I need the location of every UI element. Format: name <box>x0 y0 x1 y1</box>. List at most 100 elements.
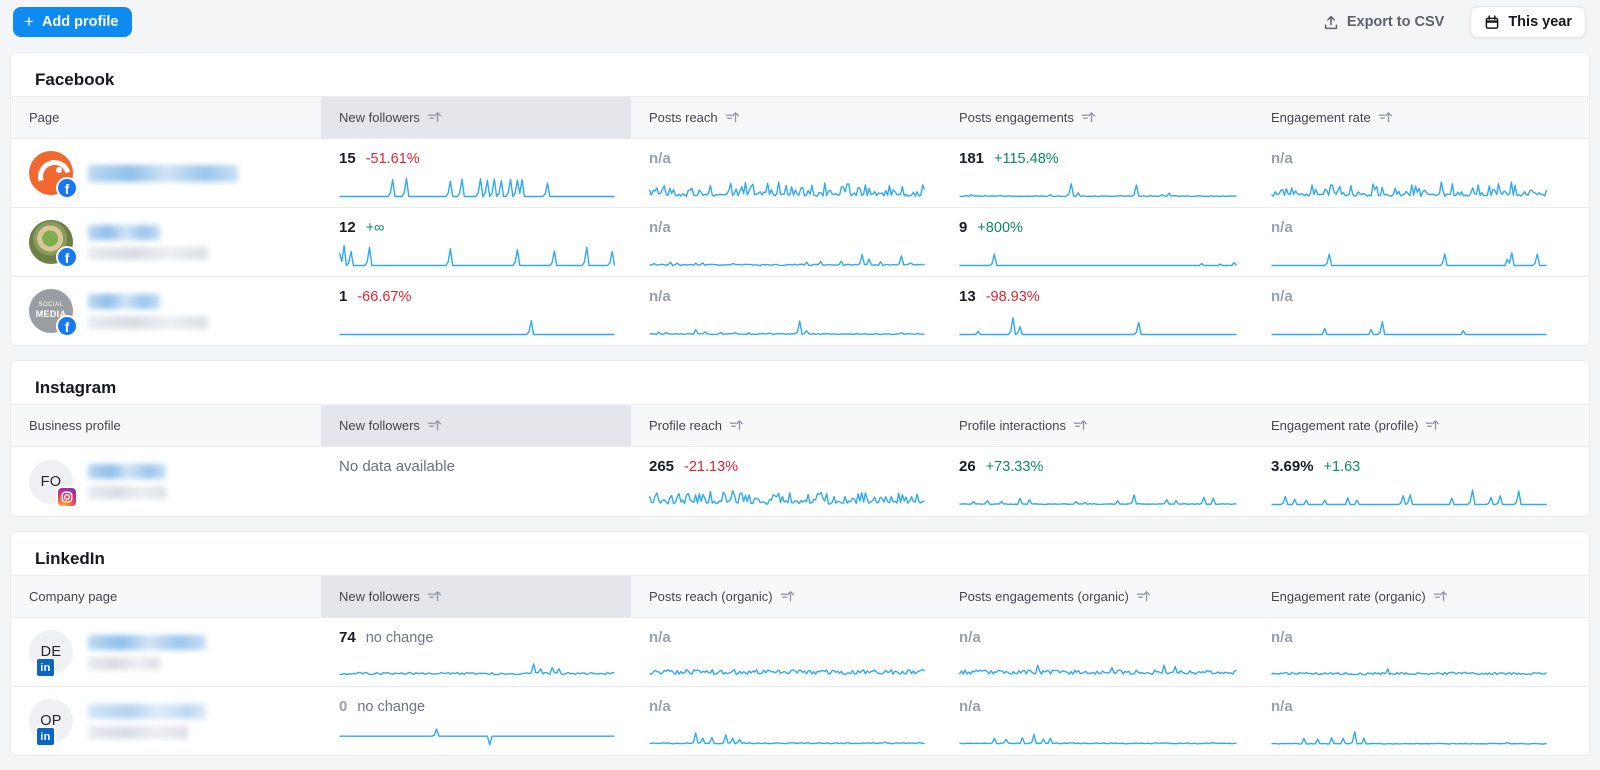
metric-value: 12 <box>339 219 356 236</box>
metric-cell: 26 +73.33% <box>941 447 1253 516</box>
sort-icon <box>725 112 739 123</box>
column-header-profile-interactions[interactable]: Profile interactions <box>941 405 1253 446</box>
metric-delta: +∞ <box>365 220 385 236</box>
facebook-table-header: Page New followers Posts reach Posts eng… <box>11 96 1589 138</box>
sparkline <box>1271 171 1547 199</box>
redacted-profile-name <box>88 703 206 739</box>
metric-value: n/a <box>959 629 981 646</box>
column-header-engagement-rate-organic[interactable]: Engagement rate (organic) <box>1253 576 1589 617</box>
sparkline <box>339 309 615 337</box>
sparkline <box>649 309 925 337</box>
export-icon <box>1324 15 1338 29</box>
column-header-engagement-rate-profile[interactable]: Engagement rate (profile) <box>1253 405 1589 446</box>
sparkline <box>339 650 615 678</box>
linkedin-badge-icon: in <box>35 726 56 747</box>
sort-icon <box>1136 591 1150 602</box>
metric-value: n/a <box>1271 629 1293 646</box>
sparkline <box>1271 240 1547 268</box>
metric-value: 265 <box>649 458 675 475</box>
metric-delta: +115.48% <box>994 151 1059 167</box>
metric-cell: 265 -21.13% <box>631 447 941 516</box>
date-range-label: This year <box>1508 14 1572 30</box>
avatar: DE in <box>29 630 73 678</box>
redacted-profile-name <box>88 224 208 260</box>
metric-value: n/a <box>649 219 671 236</box>
profile-cell[interactable]: f <box>11 139 321 207</box>
metric-cell: 0 no change <box>321 687 631 755</box>
column-header-new-followers[interactable]: New followers <box>321 576 631 617</box>
column-header-posts-reach[interactable]: Posts reach <box>631 97 941 138</box>
column-header-profile-reach[interactable]: Profile reach <box>631 405 941 446</box>
table-row: f 15 -51.61% n/a 181 +115.48% n/a <box>11 138 1589 207</box>
column-header-new-followers[interactable]: New followers <box>321 405 631 446</box>
sparkline <box>959 479 1237 507</box>
column-header-page: Page <box>29 110 60 125</box>
sparkline <box>649 479 925 507</box>
column-header-new-followers[interactable]: New followers <box>321 97 631 138</box>
column-header-business-profile: Business profile <box>29 418 121 433</box>
profile-cell[interactable]: OP in <box>11 687 321 755</box>
date-range-button[interactable]: This year <box>1470 6 1586 38</box>
sparkline <box>959 240 1237 268</box>
sparkline <box>1271 719 1547 747</box>
metric-cell: 12 +∞ <box>321 208 631 276</box>
metric-cell: n/a <box>631 687 941 755</box>
metric-delta: -21.13% <box>684 459 739 475</box>
sparkline <box>1271 650 1547 678</box>
calendar-icon <box>1485 14 1500 29</box>
sort-icon <box>427 420 442 431</box>
metric-value: 181 <box>959 150 985 167</box>
sort-icon <box>427 112 442 123</box>
table-row: DE in 74 no change n/a n/a n/a <box>11 617 1589 686</box>
metric-cell: n/a <box>1253 687 1589 755</box>
instagram-table-header: Business profile New followers Profile r… <box>11 404 1589 446</box>
sparkline <box>339 171 615 199</box>
linkedin-section: LinkedIn Company page New followers Post… <box>10 531 1590 756</box>
add-profile-button[interactable]: + Add profile <box>13 7 133 37</box>
metric-value: 3.69% <box>1271 458 1314 475</box>
metric-value: 1 <box>339 288 348 305</box>
metric-cell: n/a <box>631 208 941 276</box>
profile-cell[interactable]: DE in <box>11 618 321 686</box>
linkedin-table-header: Company page New followers Posts reach (… <box>11 575 1589 617</box>
profile-cell[interactable]: FO <box>11 447 321 516</box>
column-header-posts-reach-organic[interactable]: Posts reach (organic) <box>631 576 941 617</box>
profile-cell[interactable]: SOCIAL MEDIA f <box>11 277 321 345</box>
column-header-posts-engagements[interactable]: Posts engagements <box>941 97 1253 138</box>
metric-value: 9 <box>959 219 968 236</box>
metric-value: 0 <box>339 698 348 715</box>
column-header-posts-engagements-organic[interactable]: Posts engagements (organic) <box>941 576 1253 617</box>
no-data-label: No data available <box>339 458 455 475</box>
sparkline <box>649 650 925 678</box>
avatar: OP in <box>29 699 73 747</box>
linkedin-badge-icon: in <box>35 657 56 678</box>
column-header-engagement-rate[interactable]: Engagement rate <box>1253 97 1589 138</box>
sparkline <box>959 309 1237 337</box>
metric-cell: n/a <box>941 618 1253 686</box>
metric-cell: 181 +115.48% <box>941 139 1253 207</box>
toolbar: + Add profile Export to CSV This year <box>0 0 1600 44</box>
table-row: OP in 0 no change n/a n/a n/a <box>11 686 1589 755</box>
plus-icon: + <box>24 12 34 31</box>
sort-icon <box>1433 591 1447 602</box>
sparkline <box>959 650 1237 678</box>
metric-cell: 15 -51.61% <box>321 139 631 207</box>
metric-delta: -51.61% <box>365 151 420 167</box>
metric-cell: n/a <box>941 687 1253 755</box>
metric-value: n/a <box>1271 150 1293 167</box>
redacted-profile-name <box>88 293 208 329</box>
avatar: SOCIAL MEDIA f <box>29 289 78 337</box>
sparkline <box>1271 309 1547 337</box>
metric-delta: no change <box>365 630 434 646</box>
table-row: f 12 +∞ n/a 9 +800% n/a <box>11 207 1589 276</box>
export-csv-button[interactable]: Export to CSV <box>1323 14 1444 30</box>
metric-cell: n/a <box>1253 139 1589 207</box>
metric-cell: 9 +800% <box>941 208 1253 276</box>
redacted-profile-name <box>88 634 206 670</box>
section-title-instagram: Instagram <box>35 378 117 397</box>
metric-delta: +800% <box>977 220 1023 236</box>
metric-value: n/a <box>649 150 671 167</box>
metric-value: n/a <box>1271 219 1293 236</box>
profile-cell[interactable]: f <box>11 208 321 276</box>
sparkline <box>649 719 925 747</box>
